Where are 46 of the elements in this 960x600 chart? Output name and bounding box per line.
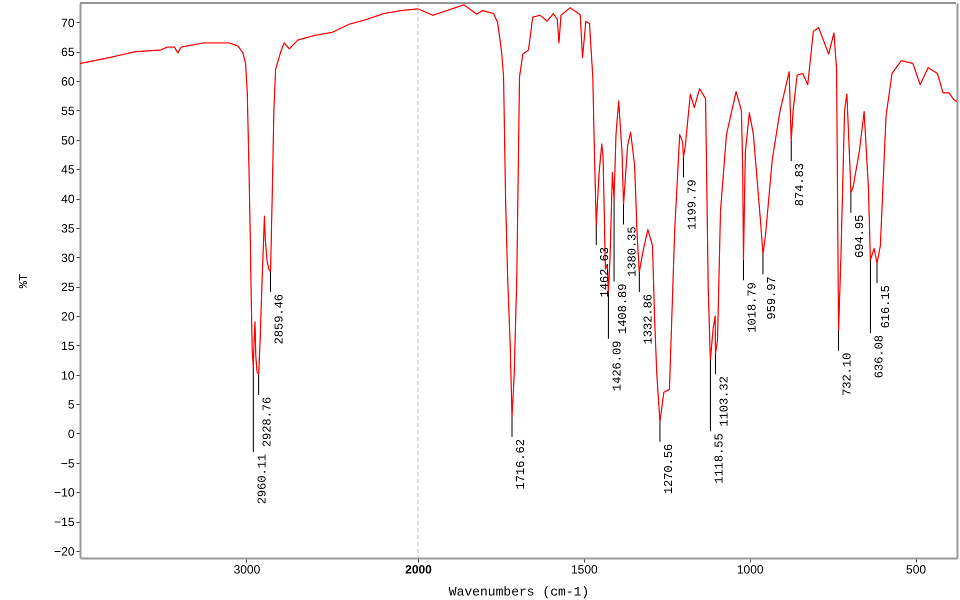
x-tick-label: 500 [906,562,926,576]
y-tick-label: −15 [54,515,75,530]
annotation: 1332.86 [641,294,656,344]
x-tick-label: 1000 [736,562,764,576]
annotation: 636.08 [872,334,886,378]
y-tick-label: 20 [61,310,75,324]
y-tick-label: 70 [61,16,75,30]
y-tick-label: 45 [61,162,75,177]
annotation: 2960.11 [255,454,270,504]
y-tick-label: 60 [61,74,75,89]
annotation: 1118.55 [712,433,726,484]
annotation: 874.83 [793,163,808,206]
y-tick-label: −20 [54,544,75,558]
y-tick-label: 40 [61,192,75,206]
y-tick-label: 35 [61,221,75,236]
y-axis-title: %T [17,274,32,288]
y-tick-label: 0 [68,426,75,441]
annotation: 616.15 [879,285,894,328]
annotation: 694.95 [852,214,867,258]
annotation: 1270.56 [662,444,676,494]
x-tick-label: 3000 [234,562,261,576]
annotation: 1199.79 [685,179,700,230]
y-tick-label: 5 [68,398,75,412]
annotation: 1716.62 [514,439,528,490]
annotation: 2928.76 [260,396,275,448]
x-tick-label: 1500 [570,562,598,576]
annotation: 2859.46 [272,294,287,344]
annotation: 732.10 [840,352,855,396]
y-tick-label: 65 [61,45,75,60]
annotation: 1103.32 [717,376,732,427]
y-tick-label: 30 [61,250,75,265]
y-tick-label: 55 [61,104,75,118]
y-tick-label: −10 [54,486,75,500]
annotation: 1426.09 [610,340,624,392]
annotation: 1380.35 [626,226,640,277]
x-axis-title: Wavenumbers (cm-1) [448,584,590,600]
y-tick-label: −5 [60,456,75,470]
annotation: 1408.89 [616,284,630,334]
annotation: 1462.63 [598,247,612,298]
annotation: 959.97 [764,276,779,320]
y-tick-label: 25 [61,280,75,294]
y-tick-label: 15 [61,338,75,353]
annotation: 1018.79 [745,282,760,333]
y-tick-label: 10 [61,368,75,382]
y-tick-label: 50 [61,133,75,148]
x-tick-label: 2000 [405,562,432,576]
